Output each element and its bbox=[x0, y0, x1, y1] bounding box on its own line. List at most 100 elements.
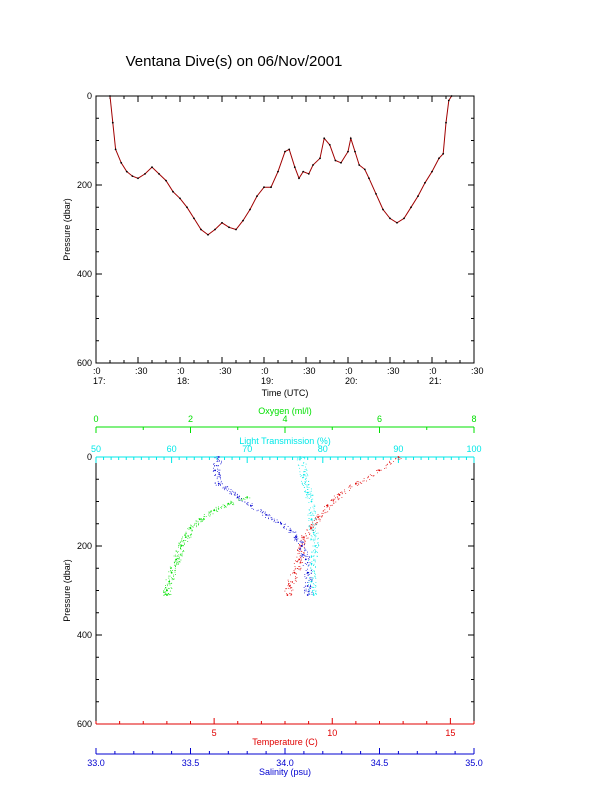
salinity-sample bbox=[283, 526, 285, 528]
salinity-sample bbox=[307, 568, 308, 570]
oxygen-sample bbox=[176, 563, 178, 565]
dive-depth-point bbox=[172, 190, 174, 193]
salinity-sample bbox=[298, 543, 299, 544]
temperature-sample bbox=[355, 482, 357, 484]
light-sample bbox=[309, 577, 311, 578]
dive-depth-point bbox=[403, 217, 405, 220]
salinity-sample bbox=[308, 574, 310, 575]
oxygen-point bbox=[166, 594, 168, 596]
temperature-sample bbox=[304, 543, 306, 545]
light-sample bbox=[312, 514, 314, 516]
salinity-sample bbox=[230, 493, 232, 494]
oxygen-sample bbox=[190, 534, 191, 536]
dive-depth-point bbox=[368, 177, 370, 180]
salinity-tick-label: 34.5 bbox=[371, 758, 389, 768]
salinity-sample bbox=[309, 587, 311, 589]
salinity-sample bbox=[306, 556, 308, 557]
oxygen-sample bbox=[172, 570, 173, 571]
temperature-sample bbox=[295, 567, 297, 569]
light-sample bbox=[313, 560, 315, 561]
salinity-sample bbox=[215, 484, 217, 486]
temperature-sample bbox=[326, 505, 327, 506]
oxygen-sample bbox=[165, 587, 166, 588]
salinity-sample bbox=[309, 562, 311, 564]
oxygen-sample bbox=[183, 540, 185, 541]
light-sample bbox=[313, 534, 315, 535]
temperature-sample bbox=[292, 589, 294, 591]
light-sample bbox=[313, 593, 314, 595]
x-tick-label: :0 bbox=[177, 366, 185, 376]
temperature-sample bbox=[356, 485, 358, 486]
oxygen-sample bbox=[168, 577, 170, 579]
salinity-sample bbox=[299, 549, 300, 550]
oxygen-sample bbox=[216, 510, 217, 512]
temperature-sample bbox=[289, 588, 291, 590]
salinity-sample bbox=[308, 564, 310, 566]
light-sample bbox=[310, 583, 311, 585]
light-sample bbox=[298, 465, 300, 466]
salinity-sample bbox=[256, 510, 258, 512]
light-sample bbox=[311, 555, 313, 557]
temperature-sample bbox=[385, 467, 387, 469]
salinity-sample bbox=[216, 478, 218, 480]
light-sample bbox=[315, 518, 317, 520]
light-sample bbox=[308, 487, 310, 488]
light-sample bbox=[312, 556, 314, 557]
light-sample bbox=[315, 567, 316, 568]
salinity-sample bbox=[260, 509, 262, 511]
salinity-sample bbox=[293, 536, 295, 538]
light-sample bbox=[312, 494, 314, 496]
x-tick-label: :30 bbox=[135, 366, 148, 376]
light-sample bbox=[303, 476, 305, 478]
temperature-sample bbox=[336, 496, 338, 498]
oxygen-sample bbox=[221, 507, 222, 509]
temperature-sample bbox=[297, 560, 299, 562]
light-sample bbox=[307, 484, 309, 485]
oxygen-sample bbox=[173, 555, 175, 557]
x-tick-label: 20: bbox=[345, 376, 358, 386]
temperature-sample bbox=[397, 458, 399, 460]
oxygen-sample bbox=[230, 502, 232, 504]
oxygen-sample bbox=[169, 581, 170, 583]
light-sample bbox=[315, 545, 317, 546]
oxygen-sample bbox=[178, 542, 180, 544]
x-tick-label: 19: bbox=[261, 376, 274, 386]
salinity-sample bbox=[217, 468, 218, 470]
oxygen-sample bbox=[184, 534, 185, 536]
temperature-sample bbox=[390, 463, 392, 465]
oxygen-sample bbox=[191, 533, 192, 535]
temperature-sample bbox=[299, 547, 301, 549]
light-point bbox=[312, 594, 315, 596]
oxygen-sample bbox=[180, 548, 182, 550]
temperature-sample bbox=[317, 514, 319, 515]
temperature-sample bbox=[311, 526, 313, 528]
oxygen-sample bbox=[216, 508, 217, 510]
light-sample bbox=[312, 583, 314, 584]
light-sample bbox=[310, 488, 312, 490]
temperature-sample bbox=[300, 558, 302, 560]
salinity-sample bbox=[239, 496, 240, 498]
salinity-sample bbox=[234, 493, 236, 495]
oxygen-sample bbox=[171, 571, 172, 573]
salinity-sample bbox=[266, 514, 268, 516]
salinity-sample bbox=[304, 550, 305, 552]
dive-depth-point bbox=[228, 226, 230, 229]
light-sample bbox=[312, 545, 314, 547]
temperature-sample bbox=[296, 573, 297, 575]
oxygen-sample bbox=[231, 501, 233, 503]
salinity-sample bbox=[228, 488, 230, 490]
oxygen-sample bbox=[173, 574, 175, 576]
oxygen-sample bbox=[173, 578, 174, 580]
oxygen-sample bbox=[181, 545, 183, 546]
salinity-sample bbox=[307, 582, 309, 583]
light-sample bbox=[315, 533, 317, 534]
light-sample bbox=[314, 587, 316, 588]
dive-depth-point bbox=[131, 175, 134, 178]
temperature-sample bbox=[349, 486, 351, 487]
y-tick-label: 0 bbox=[87, 91, 92, 101]
salinity-sample bbox=[215, 474, 216, 476]
salinity-sample bbox=[291, 531, 293, 533]
oxygen-sample bbox=[175, 574, 176, 575]
oxygen-sample bbox=[169, 566, 171, 568]
oxygen-sample bbox=[190, 529, 192, 531]
